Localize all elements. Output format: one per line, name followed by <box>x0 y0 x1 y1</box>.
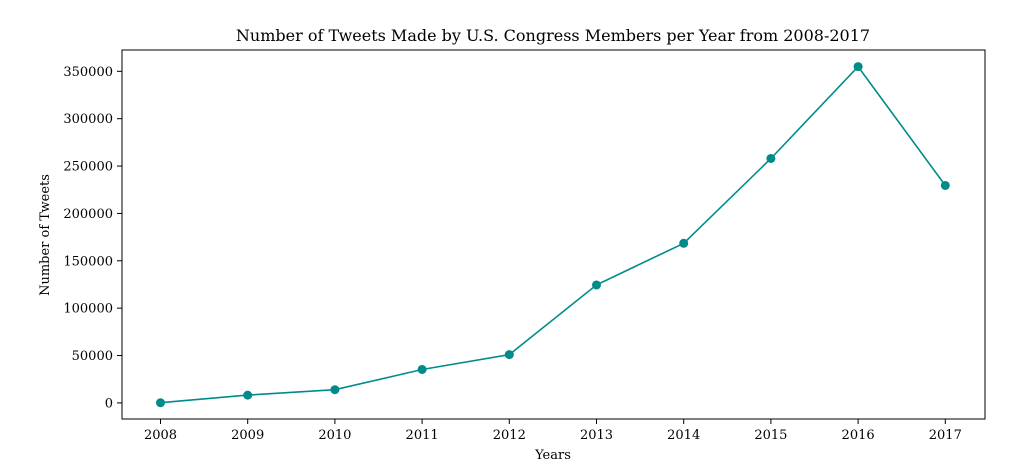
data-point-2016 <box>853 62 863 72</box>
x-tick-label: 2011 <box>406 428 439 443</box>
data-point-2011 <box>417 364 427 374</box>
series-line <box>160 65 946 404</box>
x-axis-label: Years <box>534 448 571 463</box>
plot-area-frame <box>121 49 986 420</box>
x-tick-label: 2008 <box>144 428 177 443</box>
y-tick-label: 100000 <box>63 302 113 317</box>
y-tick-label: 300000 <box>63 112 113 127</box>
series-layer <box>156 62 950 408</box>
x-tick-label: 2010 <box>318 428 351 443</box>
x-tick-label: 2009 <box>231 428 264 443</box>
y-tick-label: 250000 <box>63 160 113 175</box>
x-tick-label: 2012 <box>493 428 526 443</box>
data-point-2008 <box>156 398 165 408</box>
y-tick-label: 150000 <box>63 254 113 269</box>
y-tick-label: 0 <box>105 396 113 411</box>
data-point-2017 <box>940 180 950 190</box>
x-tick-label: 2013 <box>580 428 613 443</box>
data-point-2013 <box>592 280 601 290</box>
data-point-2012 <box>504 350 514 360</box>
data-point-2014 <box>679 238 689 248</box>
x-tick-label: 2014 <box>667 428 700 443</box>
x-tick-label: 2015 <box>754 428 787 443</box>
y-tick-label: 200000 <box>63 207 113 222</box>
x-tick-label: 2017 <box>929 428 962 443</box>
x-tick-label: 2016 <box>842 428 875 443</box>
y-axis: 0 50000 100000 150000 200000 250000 300000 3500… <box>63 65 122 411</box>
data-point-2010 <box>330 385 340 395</box>
x-axis: 2008 2009 2010 2011 2012 2013 2014 2015 2016 2017 <box>144 419 962 443</box>
data-point-2015 <box>766 153 776 163</box>
y-tick-label: 350000 <box>63 65 113 80</box>
y-axis-label: Number of Tweets <box>38 174 53 296</box>
chart-title: Number of Tweets Made by U.S. Congress M… <box>236 26 870 45</box>
y-tick-label: 50000 <box>72 349 113 364</box>
data-point-2009 <box>243 390 253 400</box>
